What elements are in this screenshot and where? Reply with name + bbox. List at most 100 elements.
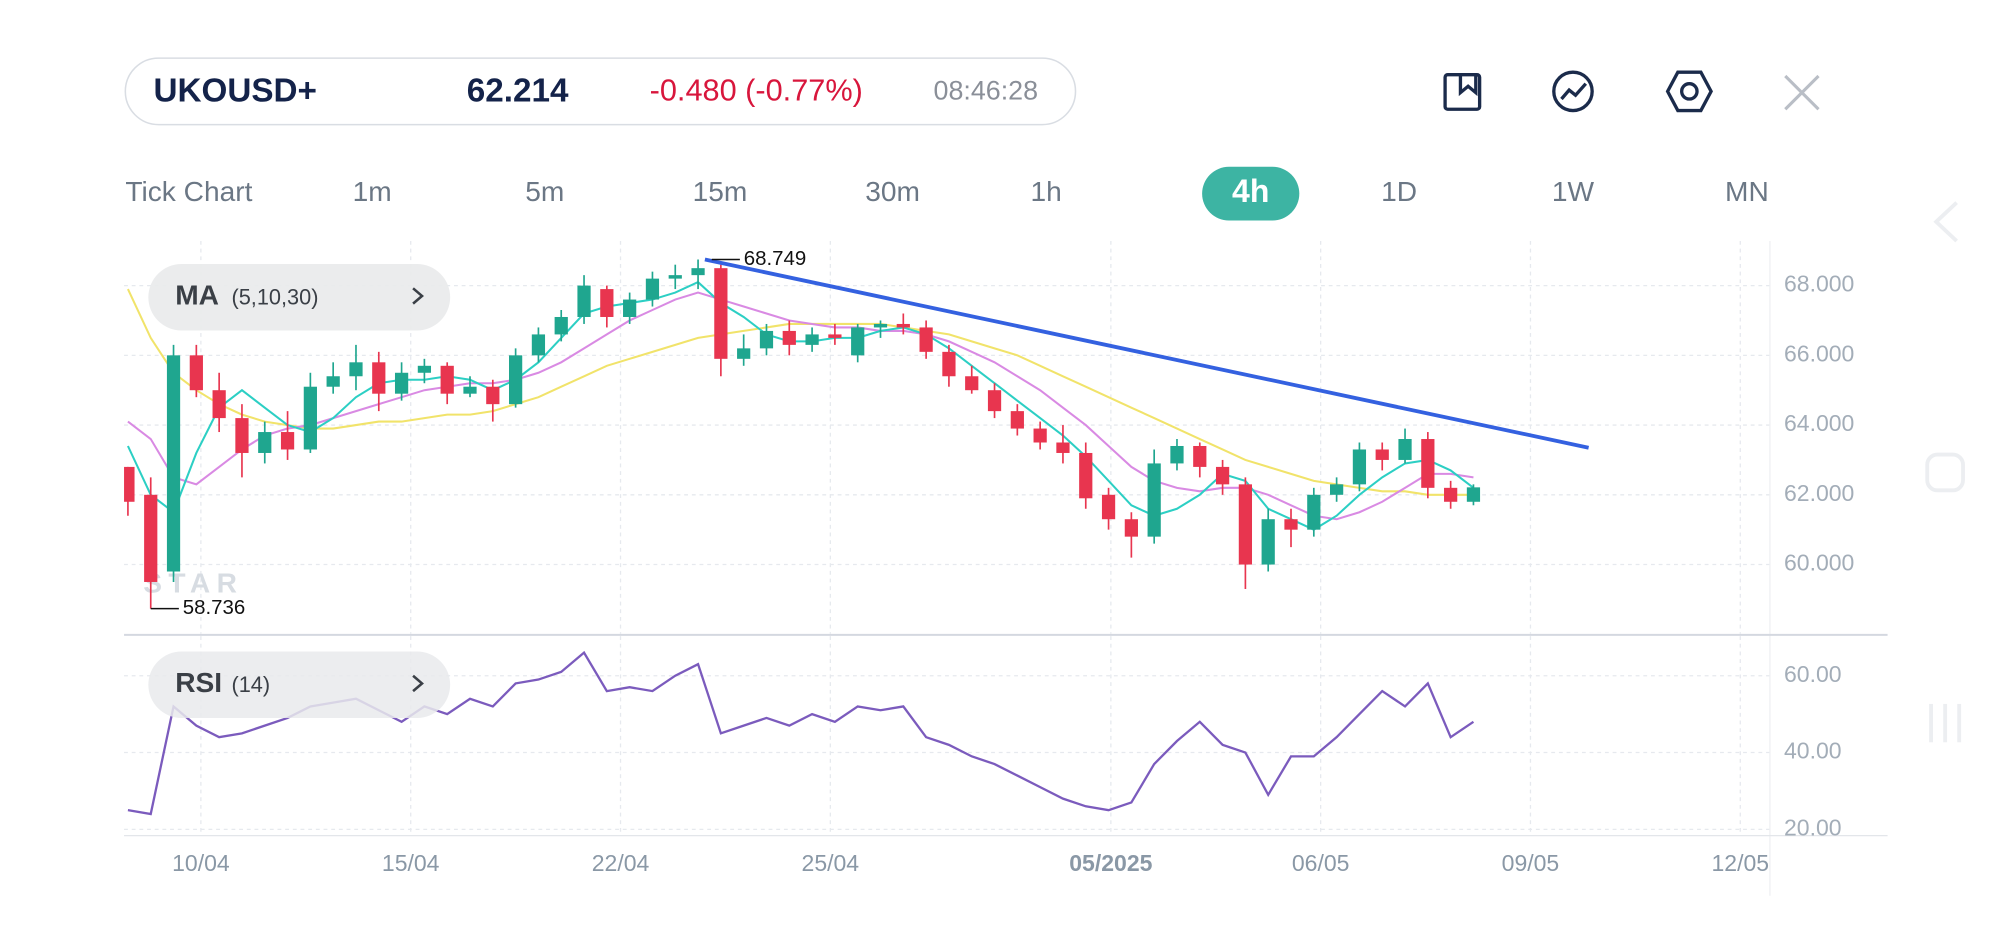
indicator-icon[interactable] — [1552, 70, 1594, 113]
rsi-badge[interactable]: RSI (14) — [148, 651, 451, 718]
rsi-params: (14) — [231, 672, 270, 697]
candle-body — [1101, 494, 1116, 520]
symbol: UKOUSD+ — [153, 72, 317, 109]
indicator-line — [126, 288, 1474, 496]
symbol-bar[interactable] — [124, 57, 1077, 126]
candle-body — [372, 362, 386, 394]
candle-body — [1033, 428, 1047, 443]
candle-body — [919, 327, 933, 352]
candle-body — [1193, 445, 1207, 467]
candle-body — [1261, 519, 1275, 565]
back-control[interactable] — [1933, 201, 1958, 243]
candle-body — [1147, 463, 1161, 537]
watermark: STAR — [143, 567, 243, 598]
recents-control[interactable] — [1929, 703, 1962, 743]
x-tick-label: 09/05 — [1502, 850, 1560, 876]
candle-body — [1056, 442, 1070, 453]
home-control[interactable] — [1925, 452, 1965, 493]
x-tick-label: 15/04 — [382, 850, 440, 876]
candle-body — [645, 278, 660, 300]
x-tick-label: 12/05 — [1711, 850, 1769, 876]
y-tick-label: 68.000 — [1784, 271, 1854, 297]
candle-body — [440, 365, 454, 394]
settings-icon[interactable] — [1665, 70, 1713, 113]
candle-body — [394, 372, 409, 394]
candle-body — [1330, 484, 1344, 495]
timeframe-option[interactable]: 5m — [525, 176, 564, 207]
candle-body — [531, 334, 546, 356]
candle-body — [1444, 487, 1458, 502]
timeframe-bar: Tick Chart 1m 5m 15m 30m 1h 4h 1D 1W MN — [125, 166, 1769, 221]
candle-body — [349, 362, 363, 377]
timeframe-option[interactable]: 15m — [693, 176, 748, 207]
price-change: -0.480 (-0.77%) — [650, 73, 863, 108]
bookmark-icon[interactable] — [1443, 73, 1482, 111]
timeframe-option[interactable]: 1D — [1381, 176, 1417, 207]
candle-body — [851, 327, 865, 356]
candle-body — [623, 299, 637, 317]
panel — [124, 257, 1590, 609]
candle-body — [1398, 439, 1412, 460]
candle-body — [144, 494, 158, 582]
timeframe-option[interactable]: Tick Chart — [125, 176, 252, 207]
candle-body — [942, 351, 956, 377]
candle-body — [1375, 449, 1389, 460]
candle-body — [1307, 494, 1321, 530]
candle-body — [258, 432, 272, 453]
timeframe-option[interactable]: MN — [1725, 176, 1769, 207]
candle-body — [303, 386, 317, 450]
candle-body — [463, 386, 477, 394]
extreme-label: 68.749 — [744, 247, 807, 270]
candle-body — [235, 418, 249, 453]
candle-body — [326, 376, 340, 387]
candle-body — [714, 268, 728, 359]
timeframe-option[interactable]: 1W — [1552, 176, 1595, 207]
candle-body — [759, 330, 774, 349]
candle-body — [280, 432, 295, 450]
candle-body — [737, 348, 751, 359]
timeframe-option[interactable]: 1h — [1030, 176, 1061, 207]
y-tick-label: 66.000 — [1784, 340, 1854, 366]
candle-body — [873, 323, 888, 328]
y-tick-label: 40.00 — [1784, 738, 1842, 764]
y-tick-label: 60.00 — [1784, 661, 1842, 687]
candle-body — [1215, 466, 1230, 485]
candle-body — [554, 316, 568, 335]
time: 08:46:28 — [934, 76, 1038, 106]
candle-body — [668, 275, 682, 279]
timeframe-option[interactable]: 4h — [1232, 173, 1269, 209]
y-tick-label: 20.00 — [1784, 814, 1842, 840]
candle-body — [1010, 411, 1024, 429]
candle-body — [212, 390, 226, 419]
ma-params: (5,10,30) — [231, 284, 318, 309]
y-tick-label: 62.000 — [1784, 480, 1854, 506]
x-tick-label: 22/04 — [592, 850, 650, 876]
timeframe-option[interactable]: 30m — [865, 176, 920, 207]
rsi-name: RSI — [175, 667, 222, 698]
x-tick-label: 05/2025 — [1069, 850, 1152, 876]
candle-body — [1284, 519, 1298, 530]
candle-body — [600, 289, 614, 317]
candle-body — [1352, 449, 1367, 485]
candle-body — [1170, 445, 1184, 464]
candle-body — [782, 330, 796, 345]
candle-body — [1079, 452, 1093, 499]
timeframe-active-pill — [1202, 166, 1300, 221]
candle-body — [896, 323, 910, 328]
plot: 60.000 62.000 64.000 66.000 68.000 68.749 58.7… — [124, 247, 1854, 876]
extreme-label: 58.736 — [183, 596, 246, 619]
price: 62.214 — [467, 72, 569, 109]
timeframe-option[interactable]: 1m — [353, 176, 392, 207]
y-tick-label: 64.000 — [1784, 410, 1854, 436]
candle-body — [805, 334, 819, 345]
candle-body — [987, 390, 1002, 412]
candle-body — [1124, 519, 1138, 537]
close-icon[interactable] — [1784, 74, 1820, 111]
trend-line — [704, 257, 1590, 450]
candle-body — [691, 268, 705, 276]
candle-body — [509, 355, 523, 405]
ma-badge[interactable]: MA (5,10,30) — [148, 263, 451, 331]
candle-body — [189, 355, 203, 391]
